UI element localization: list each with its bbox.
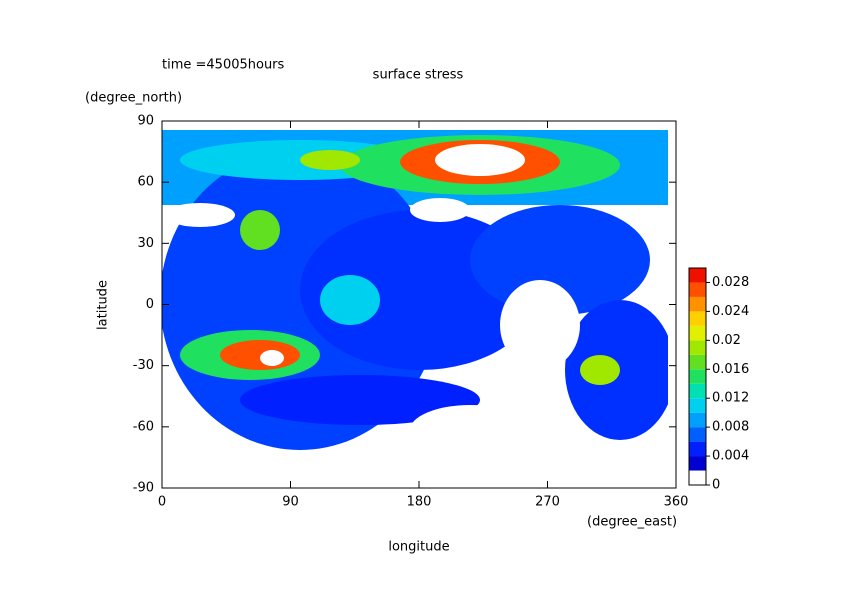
colorbar-band bbox=[689, 268, 706, 283]
colorbar-tick-label: 0.004 bbox=[712, 449, 749, 464]
colorbar-band bbox=[689, 354, 706, 370]
colorbar-band bbox=[689, 296, 706, 312]
colorbar-frame bbox=[688, 267, 707, 486]
x-unit: (degree_east) bbox=[587, 515, 677, 530]
y-tick-label: -90 bbox=[133, 481, 154, 496]
colorbar-band bbox=[689, 369, 706, 384]
y-tick-label: 60 bbox=[137, 175, 154, 190]
colorbar-tick-label: 0.012 bbox=[712, 391, 749, 406]
colorbar-band bbox=[689, 325, 706, 341]
colorbar-tick-label: 0.008 bbox=[712, 420, 749, 435]
contour-field bbox=[162, 130, 668, 455]
x-tick-label: 180 bbox=[407, 495, 432, 510]
colorbar-tick-label: 0.02 bbox=[712, 333, 741, 348]
colorbar-band bbox=[689, 282, 706, 297]
colorbar-tick-label: 0.024 bbox=[712, 304, 749, 319]
y-tick-label: -60 bbox=[133, 419, 154, 434]
colorbar-band bbox=[689, 470, 706, 485]
colorbar-band bbox=[689, 340, 706, 355]
colorbar-band bbox=[689, 427, 706, 442]
y-tick-label: 90 bbox=[137, 114, 154, 129]
x-tick-label: 90 bbox=[282, 495, 299, 510]
y-tick-label: 30 bbox=[137, 236, 154, 251]
subtitle: time =45005hours bbox=[162, 58, 285, 73]
colorbar-band bbox=[689, 398, 706, 413]
colorbar-band bbox=[689, 456, 706, 471]
chart-title: surface stress bbox=[373, 68, 464, 83]
x-tick-label: 0 bbox=[158, 495, 166, 510]
colorbar-band bbox=[689, 441, 706, 457]
y-tick-label: 0 bbox=[146, 297, 154, 312]
y-unit: (degree_north) bbox=[85, 91, 182, 106]
colorbar-band bbox=[689, 412, 706, 428]
y-axis-label: latitude bbox=[96, 280, 111, 330]
colorbar-tick-label: 0.028 bbox=[712, 275, 749, 290]
colorbar-tick-label: 0 bbox=[712, 478, 720, 493]
colorbar-band bbox=[689, 383, 706, 399]
x-tick-label: 360 bbox=[664, 495, 689, 510]
x-axis-label: longitude bbox=[388, 540, 449, 555]
colorbar-tick-label: 0.016 bbox=[712, 362, 749, 377]
x-tick-label: 270 bbox=[535, 495, 560, 510]
y-tick-label: -30 bbox=[133, 358, 154, 373]
colorbar-band bbox=[689, 311, 706, 326]
